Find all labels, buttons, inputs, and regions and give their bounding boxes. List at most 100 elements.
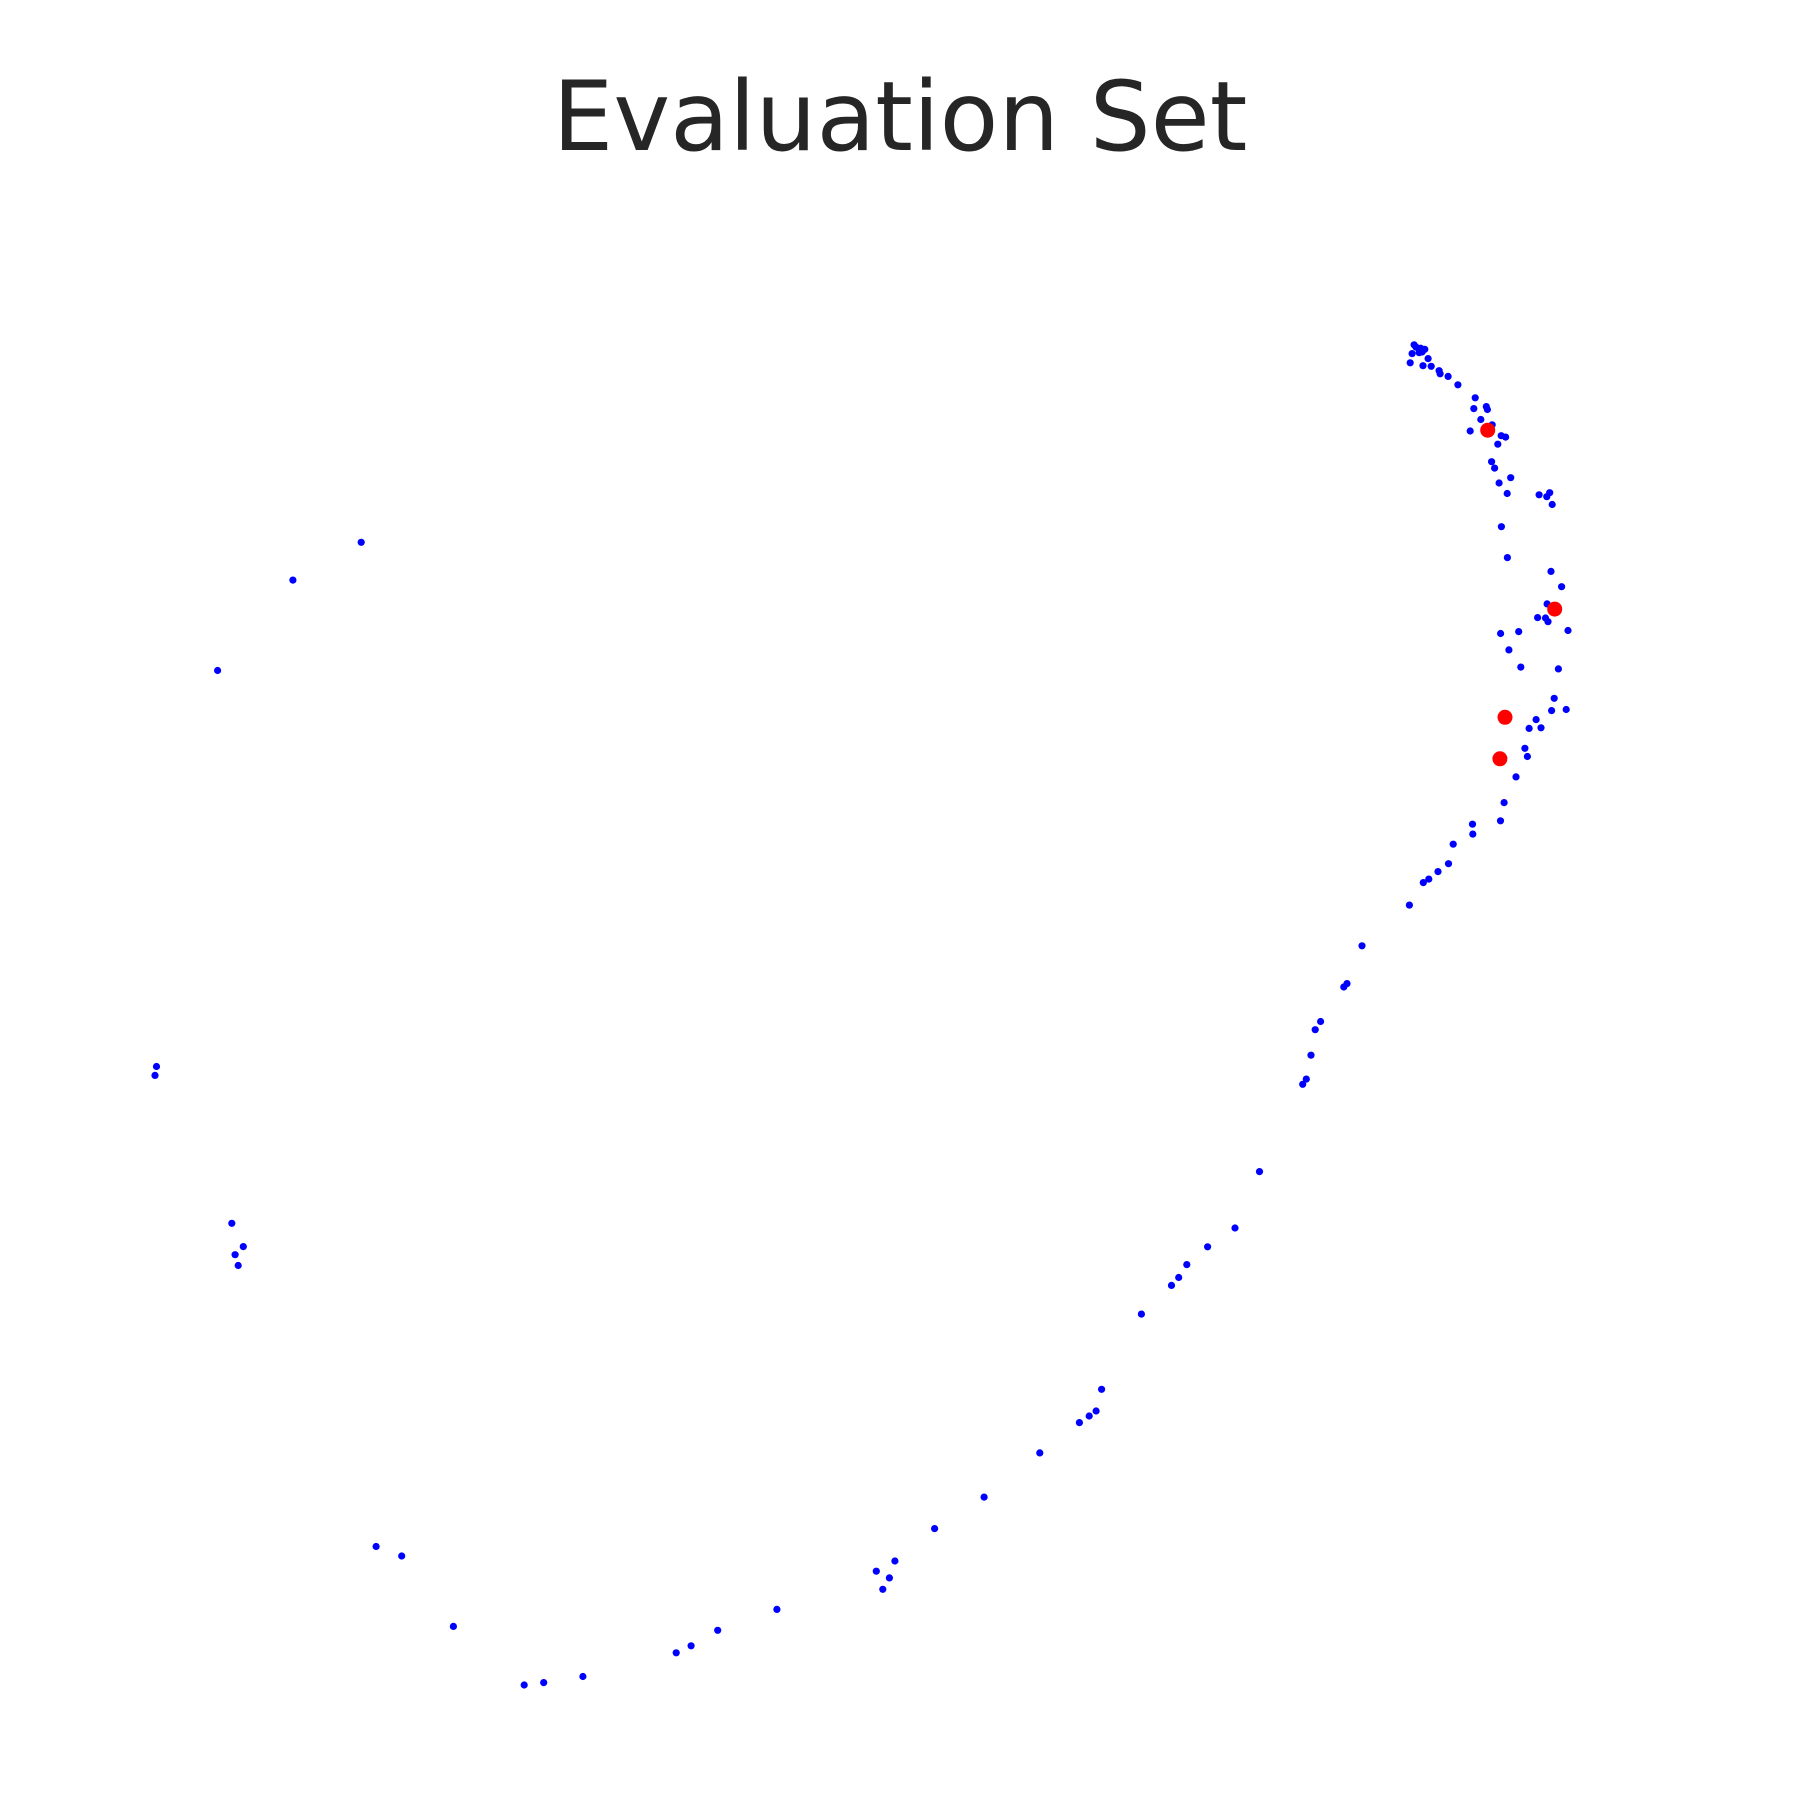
- blue-point-100: [520, 1681, 528, 1689]
- blue-point-59: [1496, 817, 1505, 825]
- blue-point-25: [1494, 440, 1502, 448]
- blue-point-98: [579, 1672, 587, 1681]
- blue-point-30: [1503, 489, 1511, 498]
- blue-point-94: [773, 1605, 781, 1613]
- blue-point-22: [1466, 427, 1474, 435]
- blue-point-105: [231, 1251, 239, 1259]
- blue-point-83: [1098, 1385, 1106, 1393]
- blue-point-86: [1075, 1419, 1083, 1427]
- blue-point-10: [1419, 362, 1427, 370]
- blue-point-37: [1547, 567, 1555, 576]
- blue-point-44: [1497, 629, 1505, 638]
- blue-point-87: [1036, 1449, 1044, 1457]
- blue-point-65: [1425, 875, 1433, 883]
- blue-point-35: [1497, 523, 1505, 531]
- blue-point-72: [1311, 1026, 1319, 1034]
- blue-point-43: [1564, 626, 1572, 635]
- blue-point-51: [1562, 705, 1570, 714]
- blue-point-58: [1500, 799, 1508, 807]
- blue-point-97: [672, 1649, 680, 1657]
- blue-point-111: [289, 576, 297, 584]
- blue-point-20: [1477, 415, 1485, 424]
- blue-point-85: [1085, 1412, 1093, 1420]
- blue-point-93: [879, 1585, 887, 1593]
- blue-point-53: [1537, 724, 1545, 732]
- blue-point-7: [1408, 350, 1416, 358]
- blue-point-70: [1340, 983, 1348, 991]
- blue-point-15: [1454, 381, 1462, 389]
- blue-point-49: [1550, 694, 1558, 702]
- red-point-1: [1547, 601, 1563, 617]
- blue-point-42: [1541, 614, 1550, 622]
- blue-point-52: [1532, 716, 1540, 724]
- blue-point-108: [152, 1062, 161, 1071]
- red-point-3: [1492, 751, 1508, 767]
- blue-point-91: [885, 1574, 894, 1582]
- blue-point-11: [1427, 362, 1435, 370]
- blue-point-45: [1515, 628, 1523, 636]
- blue-point-76: [1255, 1168, 1264, 1176]
- blue-point-110: [214, 666, 222, 675]
- blue-point-31: [1535, 491, 1543, 499]
- blue-point-33: [1546, 489, 1554, 497]
- blue-point-90: [891, 1557, 899, 1565]
- red-point-0: [1480, 422, 1496, 438]
- blue-point-71: [1317, 1017, 1325, 1026]
- blue-point-29: [1495, 479, 1503, 487]
- blue-point-80: [1175, 1273, 1183, 1282]
- blue-point-26: [1488, 458, 1496, 466]
- blue-point-79: [1183, 1261, 1191, 1269]
- series-blue-points: [151, 341, 1572, 1689]
- blue-point-9: [1406, 359, 1414, 367]
- blue-point-74: [1302, 1075, 1310, 1083]
- blue-point-8: [1424, 355, 1432, 363]
- blue-point-47: [1517, 663, 1525, 671]
- blue-point-101: [449, 1622, 457, 1630]
- blue-point-84: [1092, 1407, 1100, 1415]
- blue-point-102: [398, 1552, 406, 1560]
- blue-point-13: [1444, 372, 1452, 380]
- blue-point-6: [1418, 348, 1426, 356]
- blue-point-27: [1491, 464, 1499, 472]
- blue-point-41: [1534, 614, 1542, 622]
- blue-point-60: [1468, 820, 1477, 828]
- blue-point-50: [1548, 707, 1556, 715]
- blue-point-19: [1483, 405, 1491, 414]
- blue-point-99: [540, 1679, 548, 1687]
- blue-point-16: [1471, 394, 1479, 402]
- blue-point-46: [1505, 646, 1513, 654]
- blue-point-112: [357, 538, 365, 546]
- blue-point-106: [239, 1243, 247, 1251]
- blue-point-61: [1469, 830, 1477, 838]
- blue-point-34: [1548, 500, 1556, 509]
- blue-point-77: [1231, 1224, 1239, 1232]
- blue-point-78: [1204, 1243, 1212, 1251]
- blue-point-82: [1137, 1310, 1145, 1318]
- blue-point-24: [1502, 433, 1510, 441]
- blue-point-18: [1470, 405, 1478, 413]
- blue-point-96: [687, 1642, 695, 1650]
- blue-point-38: [1558, 583, 1566, 591]
- blue-point-107: [228, 1219, 236, 1227]
- blue-point-88: [980, 1493, 988, 1501]
- blue-point-81: [1167, 1281, 1176, 1289]
- blue-point-103: [372, 1542, 380, 1551]
- blue-point-63: [1444, 860, 1453, 868]
- series-red-points: [1480, 422, 1563, 767]
- blue-point-36: [1503, 554, 1511, 562]
- chart-title: Evaluation Set: [552, 61, 1248, 173]
- blue-point-73: [1307, 1051, 1315, 1059]
- blue-point-28: [1507, 474, 1515, 482]
- blue-point-95: [714, 1626, 722, 1634]
- blue-point-57: [1512, 773, 1520, 781]
- blue-point-68: [1358, 942, 1366, 950]
- blue-point-64: [1434, 868, 1442, 876]
- blue-point-109: [151, 1071, 159, 1079]
- blue-point-54: [1525, 724, 1533, 733]
- blue-point-66: [1419, 879, 1427, 887]
- blue-point-89: [931, 1525, 939, 1533]
- blue-point-48: [1554, 665, 1562, 673]
- blue-point-104: [234, 1261, 242, 1270]
- blue-point-75: [1299, 1080, 1307, 1088]
